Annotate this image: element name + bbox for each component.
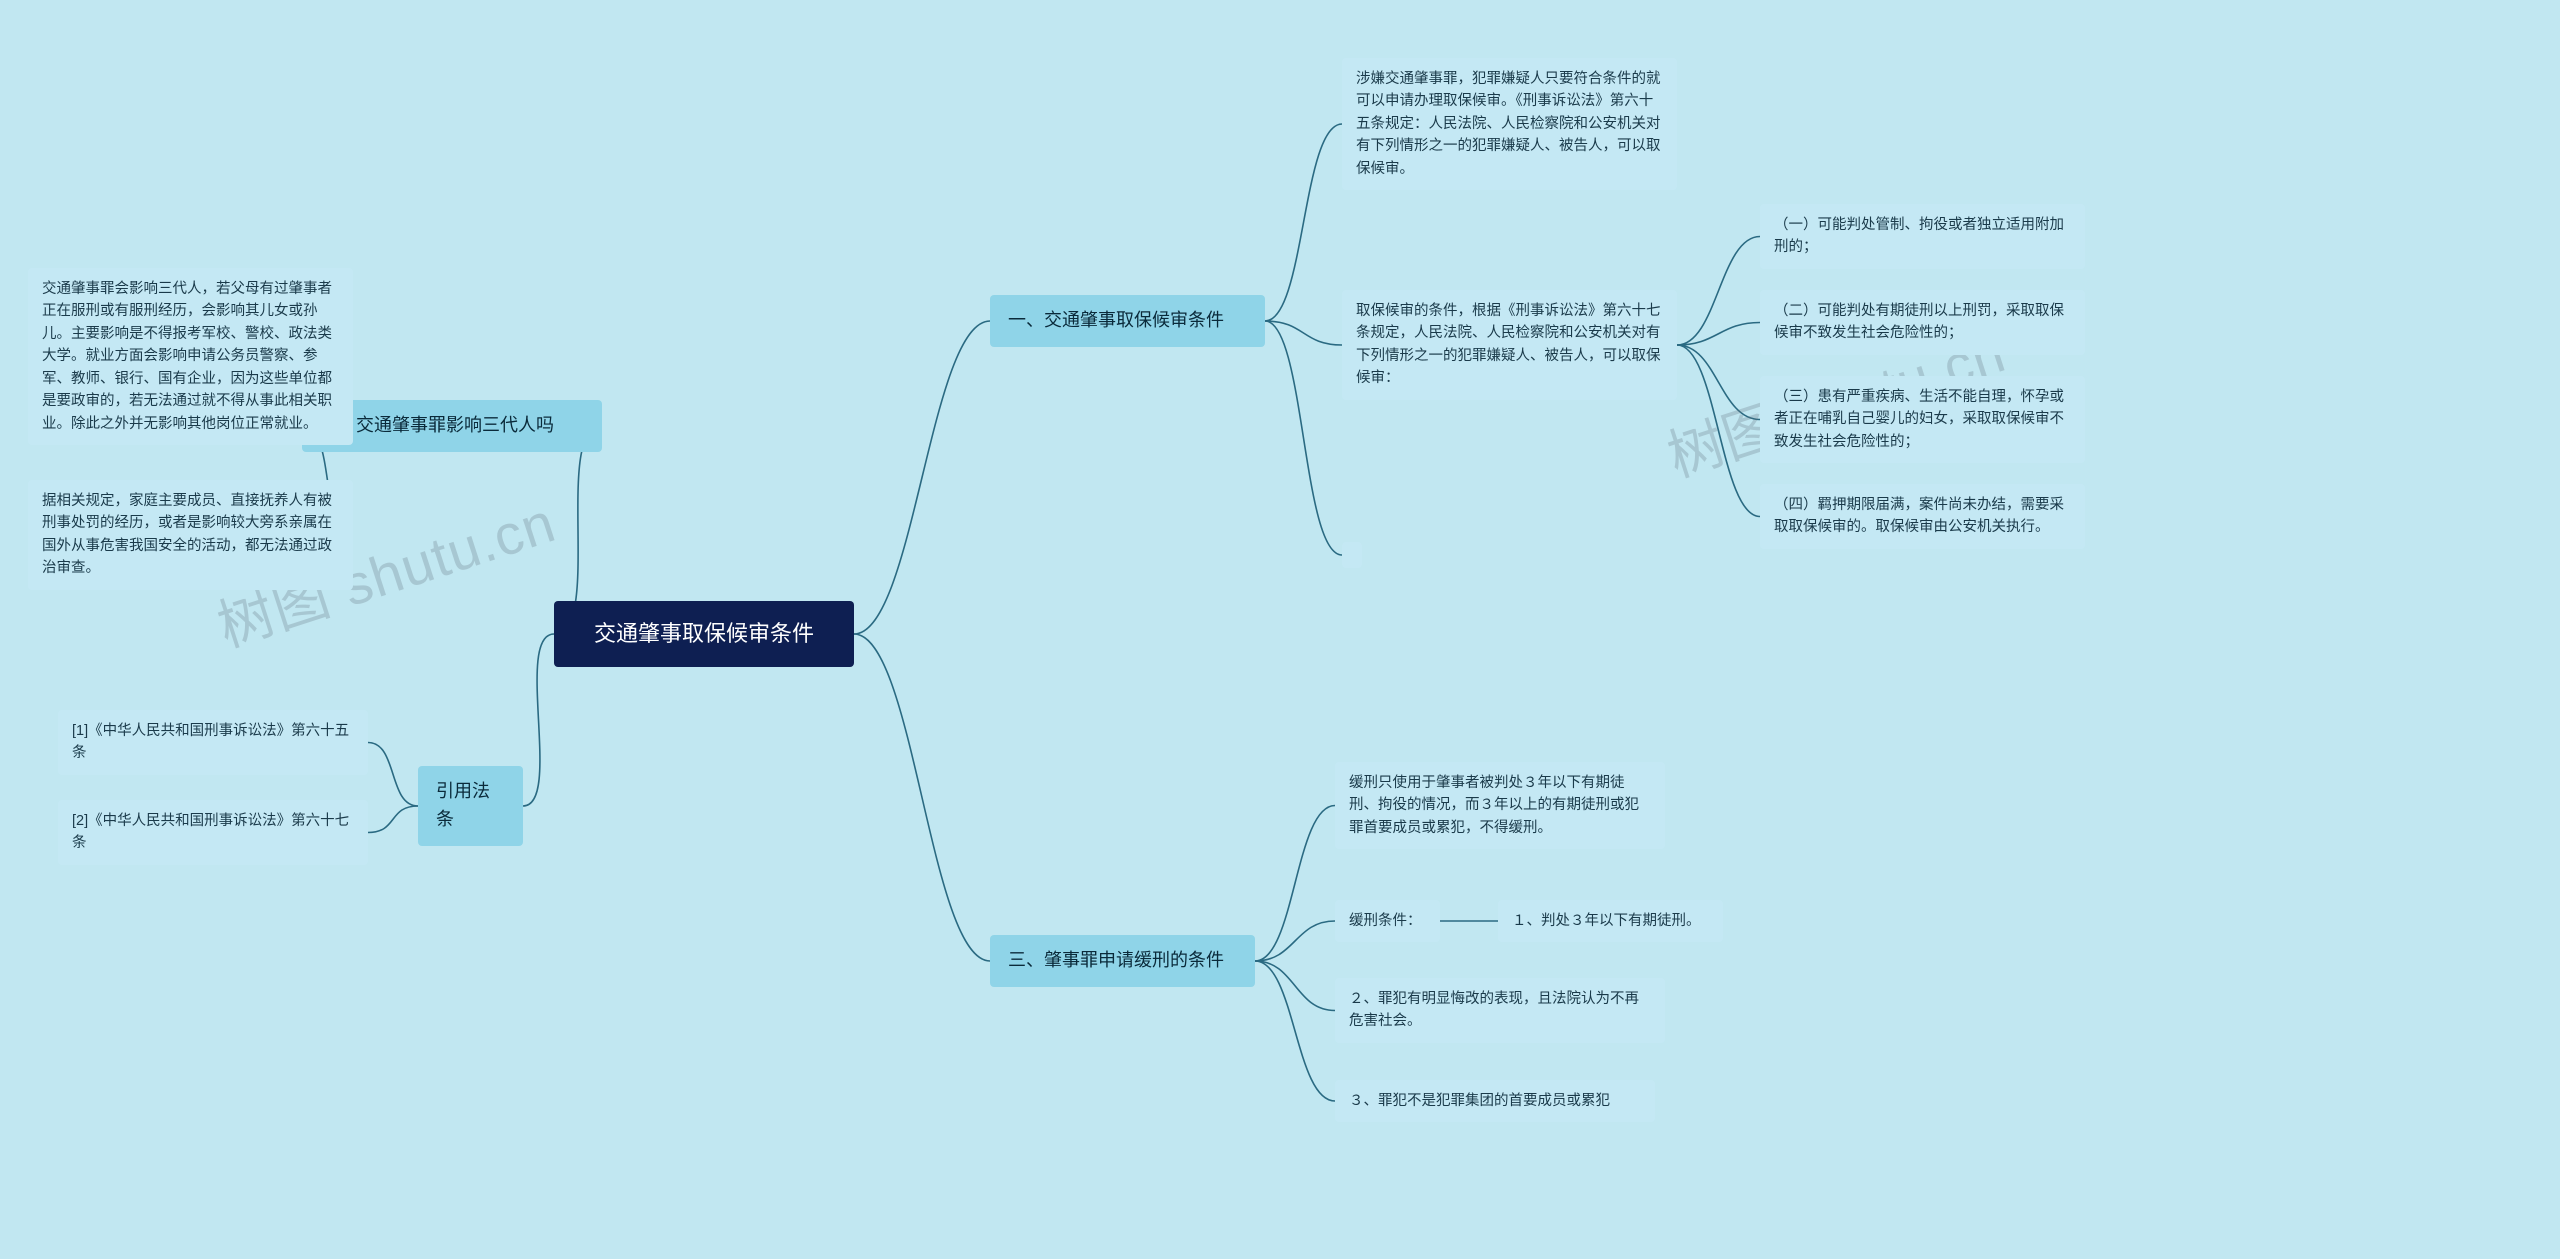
branch-cited-laws[interactable]: 引用法条 — [418, 766, 523, 846]
leaf-probation-cond-2: ２、罪犯有明显悔改的表现，且法院认为不再危害社会。 — [1335, 978, 1665, 1043]
leaf-gen-impact: 交通肇事罪会影响三代人，若父母有过肇事者正在服刑或有服刑经历，会影响其儿女或孙儿… — [28, 268, 353, 445]
leaf-bail-cond-4: （四）羁押期限届满，案件尚未办结，需要采取取保候审的。取保候审由公安机关执行。 — [1760, 484, 2085, 549]
leaf-bail-cond-1: （一）可能判处管制、拘役或者独立适用附加刑的； — [1760, 204, 2085, 269]
leaf-probation-cond-3: ３、罪犯不是犯罪集团的首要成员或累犯 — [1335, 1080, 1655, 1122]
leaf-bail-placeholder — [1342, 542, 1362, 568]
branch-bail-conditions[interactable]: 一、交通肇事取保候审条件 — [990, 295, 1265, 347]
leaf-gen-political-review: 据相关规定，家庭主要成员、直接抚养人有被刑事处罚的经历，或者是影响较大旁系亲属在… — [28, 480, 353, 590]
leaf-bail-intro: 涉嫌交通肇事罪，犯罪嫌疑人只要符合条件的就可以申请办理取保候审。《刑事诉讼法》第… — [1342, 58, 1677, 190]
canvas-bg — [0, 0, 2560, 1259]
leaf-law-1: [1]《中华人民共和国刑事诉讼法》第六十五条 — [58, 710, 368, 775]
leaf-probation-scope: 缓刑只使用于肇事者被判处３年以下有期徒刑、拘役的情况，而３年以上的有期徒刑或犯罪… — [1335, 762, 1665, 849]
leaf-bail-cond-2: （二）可能判处有期徒刑以上刑罚，采取取保候审不致发生社会危险性的； — [1760, 290, 2085, 355]
leaf-law-2: [2]《中华人民共和国刑事诉讼法》第六十七条 — [58, 800, 368, 865]
leaf-probation-cond-1: １、判处３年以下有期徒刑。 — [1498, 900, 1723, 942]
branch-probation-conditions[interactable]: 三、肇事罪申请缓刑的条件 — [990, 935, 1255, 987]
root-node[interactable]: 交通肇事取保候审条件 — [554, 601, 854, 667]
leaf-probation-conditions-label: 缓刑条件： — [1335, 900, 1440, 942]
leaf-bail-cond-3: （三）患有严重疾病、生活不能自理，怀孕或者正在哺乳自己婴儿的妇女，采取取保候审不… — [1760, 376, 2085, 463]
leaf-bail-conditions-text: 取保候审的条件，根据《刑事诉讼法》第六十七条规定，人民法院、人民检察院和公安机关… — [1342, 290, 1677, 400]
